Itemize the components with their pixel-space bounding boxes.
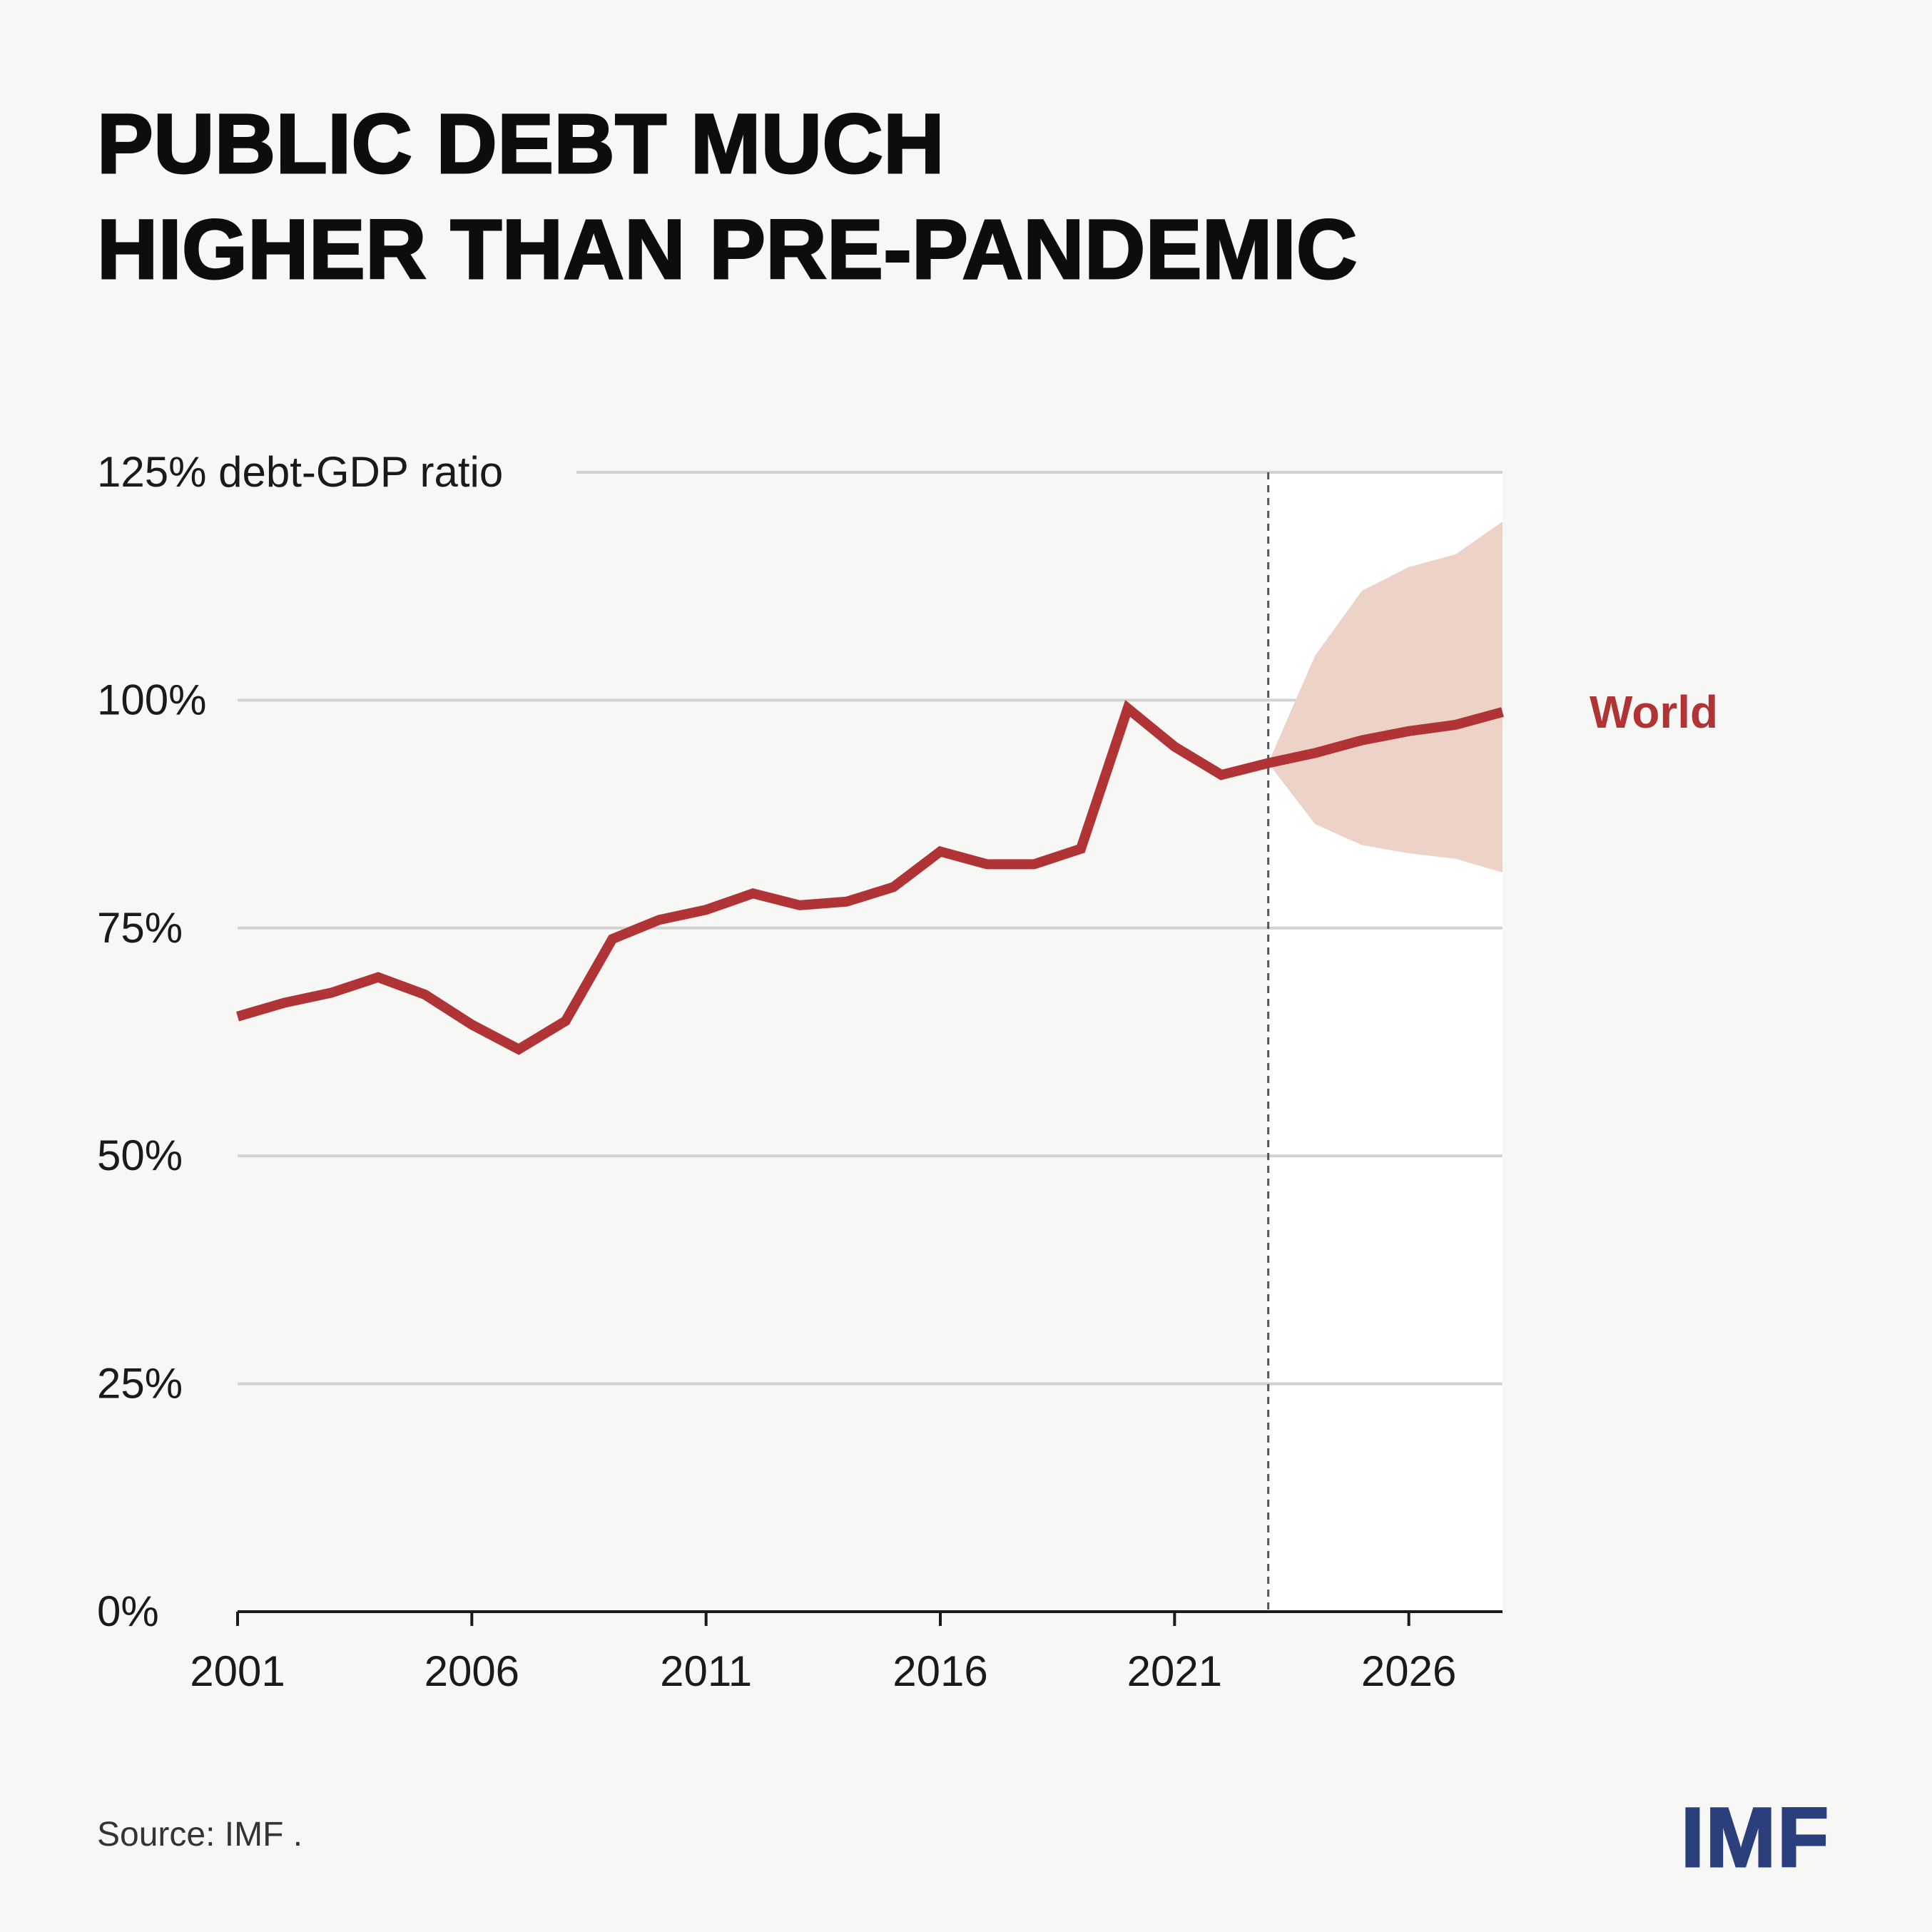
chart-title: PUBLIC DEBT MUCH HIGHER THAN PRE-PANDEMI… xyxy=(96,91,1358,302)
y-tick-label: 125% debt-GDP ratio xyxy=(97,448,503,496)
imf-logo: IMF xyxy=(1679,1790,1831,1886)
source-note: Source: IMF . xyxy=(97,1816,303,1854)
y-tick-label: 25% xyxy=(97,1360,183,1408)
x-tick-label: 2016 xyxy=(893,1647,987,1695)
title-line-1: PUBLIC DEBT MUCH xyxy=(96,96,945,193)
x-tick-label: 2021 xyxy=(1127,1647,1222,1695)
x-tick-label: 2006 xyxy=(424,1647,519,1695)
x-tick-label: 2011 xyxy=(660,1647,752,1695)
series-label-world: World xyxy=(1590,686,1718,738)
x-tick-label: 2026 xyxy=(1361,1647,1456,1695)
y-tick-label: 100% xyxy=(97,676,206,723)
y-tick-label: 50% xyxy=(97,1132,183,1179)
title-line-2: HIGHER THAN PRE-PANDEMIC xyxy=(96,202,1358,298)
x-tick-label: 2001 xyxy=(190,1647,285,1695)
uncertainty-band xyxy=(1268,521,1503,873)
y-tick-label: 75% xyxy=(97,904,183,952)
y-tick-label: 0% xyxy=(97,1587,159,1635)
world-series-line xyxy=(236,700,1504,1055)
